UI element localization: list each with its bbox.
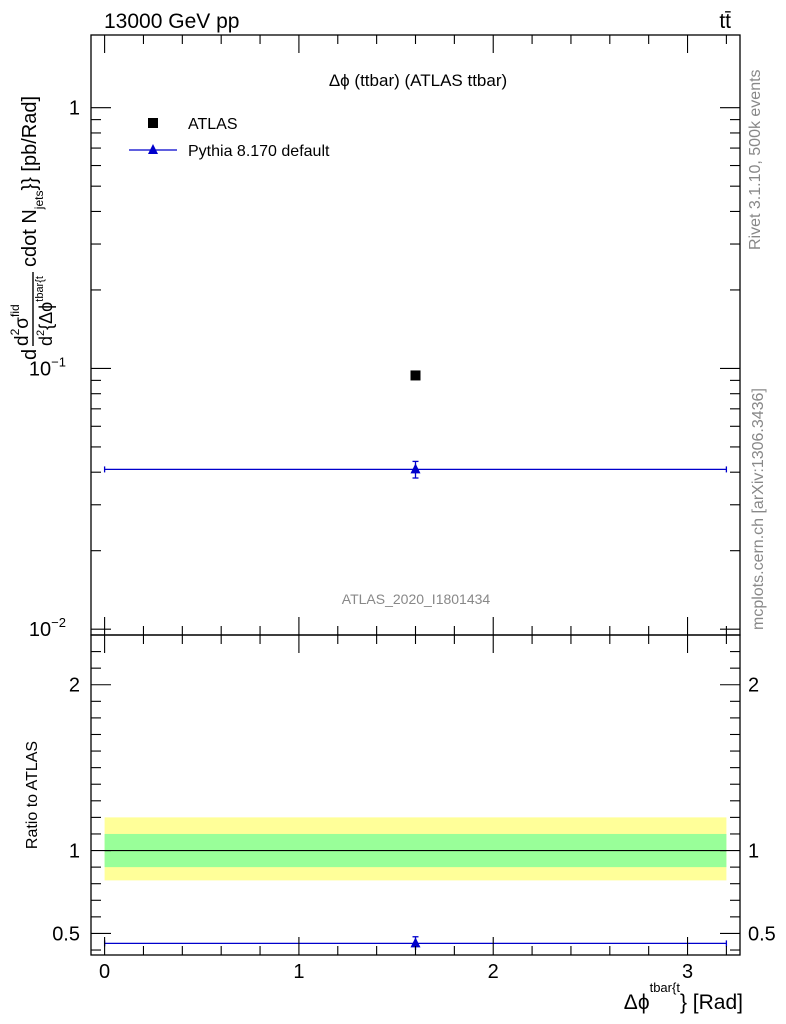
svg-text:d: d bbox=[19, 349, 41, 360]
main-y-tick-label: 10−2 bbox=[29, 615, 66, 641]
x-tick-label: 0 bbox=[99, 961, 110, 983]
main-y-tick-exponent: −2 bbox=[51, 615, 66, 630]
ylabel-den-sup2: tbar{t bbox=[34, 276, 46, 302]
ratio-y-tick-label: 2 bbox=[69, 675, 80, 697]
legend: ATLAS Pythia 8.170 default bbox=[129, 116, 330, 160]
ratio-y-tick-label-right: 2 bbox=[748, 675, 759, 697]
ratio-y-tick-label: 0.5 bbox=[52, 923, 80, 945]
svg-text:d2{Δϕtbar{t: d2{Δϕtbar{t bbox=[34, 276, 56, 346]
ylabel-den-d: d bbox=[36, 336, 56, 346]
main-y-tick-label: 1 bbox=[69, 98, 80, 120]
main-y-tick-label: 10−1 bbox=[29, 354, 66, 380]
rivet-version-label: Rivet 3.1.10, 500k events bbox=[747, 69, 764, 250]
svg-text:d2σfid: d2σfid bbox=[8, 304, 33, 346]
xlabel-main: Δϕ bbox=[624, 991, 650, 1014]
ratio-axis-ticks bbox=[91, 635, 740, 955]
x-axis-label: Δϕtbar{t} [Rad] bbox=[624, 980, 743, 1014]
legend-atlas-marker bbox=[148, 118, 158, 128]
ratio-pythia-data-point bbox=[410, 937, 421, 948]
ratio-frame bbox=[90, 634, 741, 956]
ylabel-num-sup2: fid bbox=[8, 304, 22, 317]
ratio-y-tick-labels: 0.5 0.5 1 1 2 2 bbox=[52, 675, 776, 946]
x-tick-label: 2 bbox=[488, 961, 499, 983]
ratio-y-tick-label-right: 0.5 bbox=[748, 923, 776, 945]
main-y-tick-labels: 1 10−1 10−2 bbox=[29, 98, 80, 642]
ylabel-den-brace: {Δϕ bbox=[36, 302, 56, 330]
ylabel-num-d: d bbox=[12, 335, 33, 346]
main-axis-ticks bbox=[91, 35, 740, 635]
ratio-y-tick-label-right: 1 bbox=[748, 841, 759, 863]
process-label: tt̄ bbox=[719, 10, 731, 33]
ylabel-num-sigma: σ bbox=[12, 317, 33, 329]
main-y-axis-label: d d2σfid d2{Δϕtbar{t cdot Njets}} [pb/Ra… bbox=[8, 96, 56, 360]
ylabel-num-sup1: 2 bbox=[8, 328, 22, 335]
main-data-layer bbox=[103, 370, 728, 479]
main-y-tick-exponent: −1 bbox=[51, 354, 66, 369]
energy-label: 13000 GeV pp bbox=[104, 10, 239, 33]
mcplots-label: mcplots.cern.ch [arXiv:1306.3436] bbox=[750, 388, 767, 630]
analysis-watermark: ATLAS_2020_I1801434 bbox=[342, 591, 491, 607]
ratio-bands bbox=[104, 817, 727, 881]
x-tick-labels: 0 1 2 3 bbox=[99, 961, 693, 983]
svg-text:cdot Njets}} [pb/Rad]: cdot Njets}} [pb/Rad] bbox=[19, 96, 46, 267]
ylabel-suffix-sub: jets bbox=[32, 191, 46, 211]
xlabel-end: } [Rad] bbox=[680, 991, 743, 1014]
pythia-data-point bbox=[410, 463, 421, 474]
ylabel-suffix: cdot N bbox=[19, 209, 41, 267]
ylabel-den-sup1: 2 bbox=[35, 330, 47, 336]
ratio-y-tick-label: 1 bbox=[69, 841, 80, 863]
atlas-data-point bbox=[410, 370, 421, 381]
ratio-y-axis-label: Ratio to ATLAS bbox=[24, 741, 41, 849]
plot-title: Δϕ (ttbar) (ATLAS ttbar) bbox=[329, 71, 507, 90]
main-panel: Δϕ (ttbar) (ATLAS ttbar) ATLAS_2020_I180… bbox=[8, 34, 741, 642]
legend-atlas-label: ATLAS bbox=[188, 116, 238, 133]
ylabel-suffix-end: }} [pb/Rad] bbox=[19, 96, 41, 191]
ylabel-prefix: d bbox=[19, 349, 41, 360]
ratio-panel: 0.5 0.5 1 1 2 2 0 1 2 3 Ratio to ATLAS Δϕtbar{t}… bbox=[24, 634, 776, 1014]
x-tick-label: 1 bbox=[293, 961, 304, 983]
xlabel-sup: tbar{t bbox=[650, 980, 681, 995]
legend-pythia-label: Pythia 8.170 default bbox=[188, 143, 330, 160]
x-tick-label: 3 bbox=[682, 961, 693, 983]
legend-pythia-marker bbox=[148, 144, 158, 154]
